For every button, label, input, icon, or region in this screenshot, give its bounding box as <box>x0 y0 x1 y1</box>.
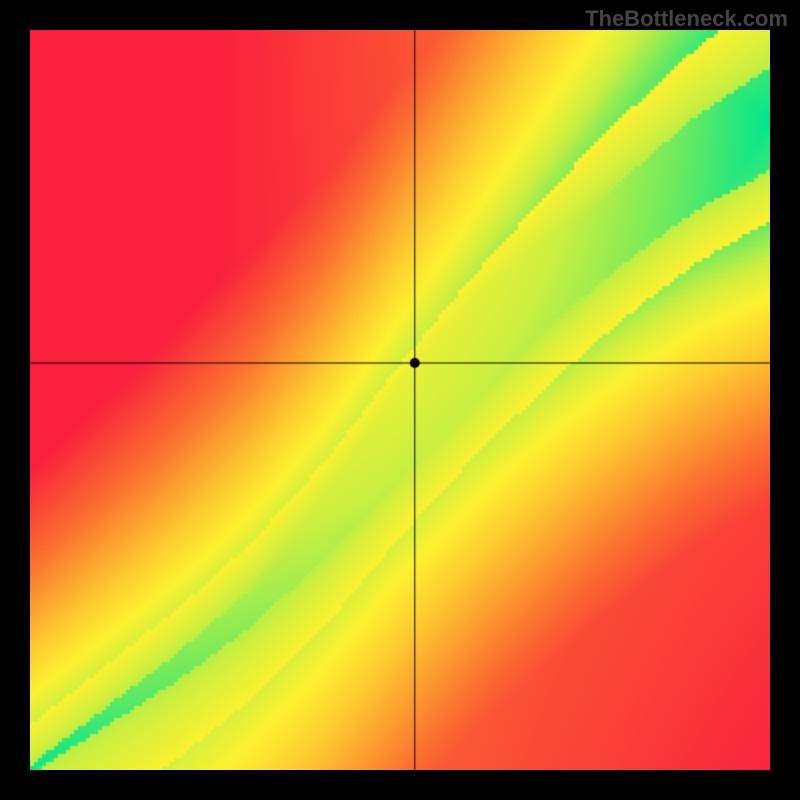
heatmap-chart <box>30 30 770 770</box>
watermark-text: TheBottleneck.com <box>585 6 788 32</box>
heatmap-canvas <box>30 30 770 770</box>
